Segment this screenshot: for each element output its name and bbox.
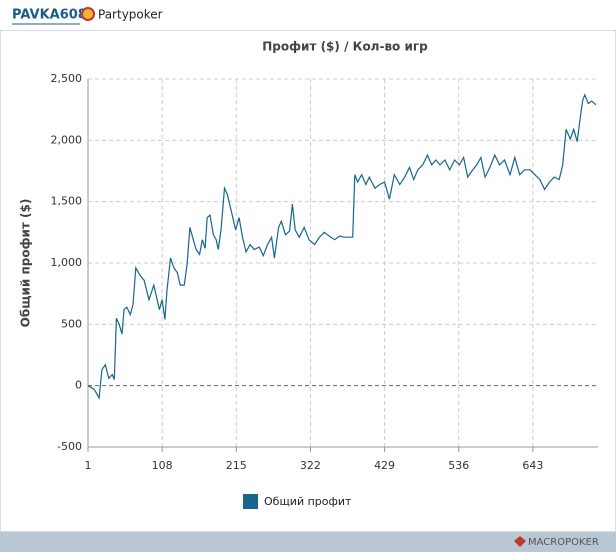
y-tick-label: 0 <box>75 379 82 392</box>
x-tick-label: 215 <box>226 459 247 472</box>
legend-label[interactable]: Общий профит <box>264 495 352 508</box>
x-tick-label: 1 <box>85 459 92 472</box>
y-axis-label: Общий профит ($) <box>19 199 33 328</box>
brand-name: MACROPOKER <box>528 537 599 548</box>
legend-swatch <box>243 494 258 509</box>
y-tick-label: 1,500 <box>51 195 83 208</box>
brand-icon <box>514 536 526 547</box>
x-tick-label: 322 <box>300 459 321 472</box>
site-name: Partypoker <box>98 8 163 22</box>
footer-bar <box>0 532 616 552</box>
y-tick-label: 2,000 <box>51 133 83 146</box>
profit-line <box>87 93 597 400</box>
x-tick-label: 429 <box>374 459 395 472</box>
site-icon <box>81 7 95 21</box>
y-tick-label: 500 <box>61 317 82 330</box>
y-tick-label: -500 <box>57 440 82 453</box>
y-tick-label: 1,000 <box>51 256 83 269</box>
x-tick-label: 536 <box>448 459 469 472</box>
x-tick-label: 108 <box>152 459 173 472</box>
chart-title: Профит ($) / Кол-во игр <box>262 40 428 54</box>
y-tick-label: 2,500 <box>51 72 83 85</box>
user-name[interactable]: PAVKA608 <box>12 8 87 23</box>
x-tick-label: 643 <box>522 459 543 472</box>
